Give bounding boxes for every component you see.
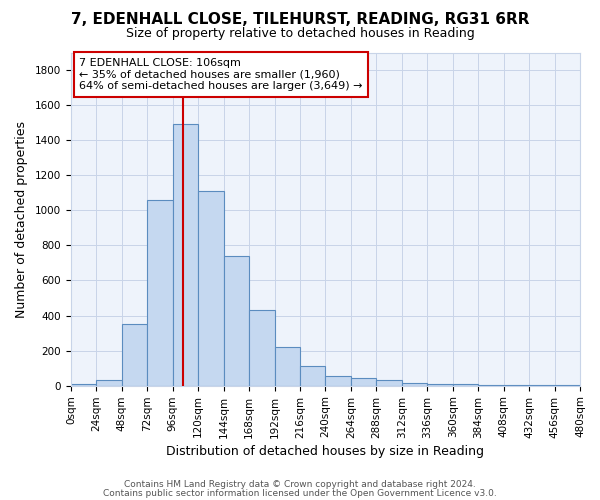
Bar [300,366,325,386]
Bar [478,385,503,386]
Text: Contains public sector information licensed under the Open Government Licence v3: Contains public sector information licen… [103,488,497,498]
Text: Contains HM Land Registry data © Crown copyright and database right 2024.: Contains HM Land Registry data © Crown c… [124,480,476,489]
Y-axis label: Number of detached properties: Number of detached properties [15,120,28,318]
Bar [402,382,427,386]
Text: Size of property relative to detached houses in Reading: Size of property relative to detached ho… [125,28,475,40]
Text: 7, EDENHALL CLOSE, TILEHURST, READING, RG31 6RR: 7, EDENHALL CLOSE, TILEHURST, READING, R… [71,12,529,28]
Bar [325,376,351,386]
Bar [122,324,147,386]
Bar [351,378,376,386]
Bar [376,380,402,386]
Bar [97,380,122,386]
Bar [198,191,224,386]
Bar [147,200,173,386]
Bar [453,384,478,386]
X-axis label: Distribution of detached houses by size in Reading: Distribution of detached houses by size … [166,444,484,458]
Bar [503,385,529,386]
Bar [427,384,453,386]
Bar [173,124,198,386]
Text: 7 EDENHALL CLOSE: 106sqm
← 35% of detached houses are smaller (1,960)
64% of sem: 7 EDENHALL CLOSE: 106sqm ← 35% of detach… [79,58,363,91]
Bar [224,256,249,386]
Bar [71,384,97,386]
Bar [529,385,554,386]
Bar [275,347,300,386]
Bar [249,310,275,386]
